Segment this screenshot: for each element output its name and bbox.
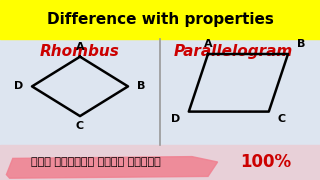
Text: Difference with properties: Difference with properties xyxy=(47,12,273,27)
FancyBboxPatch shape xyxy=(0,145,320,180)
FancyBboxPatch shape xyxy=(0,0,320,39)
Text: A: A xyxy=(76,42,84,52)
Text: A: A xyxy=(204,39,212,49)
Text: कभी परेशान नहीं करेगा: कभी परेशान नहीं करेगा xyxy=(31,158,161,167)
Text: 100%: 100% xyxy=(240,153,291,171)
Text: D: D xyxy=(14,81,23,91)
Text: C: C xyxy=(76,121,84,131)
Text: D: D xyxy=(171,114,180,124)
Text: Parallelogram: Parallelogram xyxy=(174,44,293,59)
Text: B: B xyxy=(137,81,145,91)
Text: C: C xyxy=(278,114,286,124)
Polygon shape xyxy=(6,157,218,178)
Text: B: B xyxy=(297,39,305,49)
Text: Rhombus: Rhombus xyxy=(40,44,120,59)
